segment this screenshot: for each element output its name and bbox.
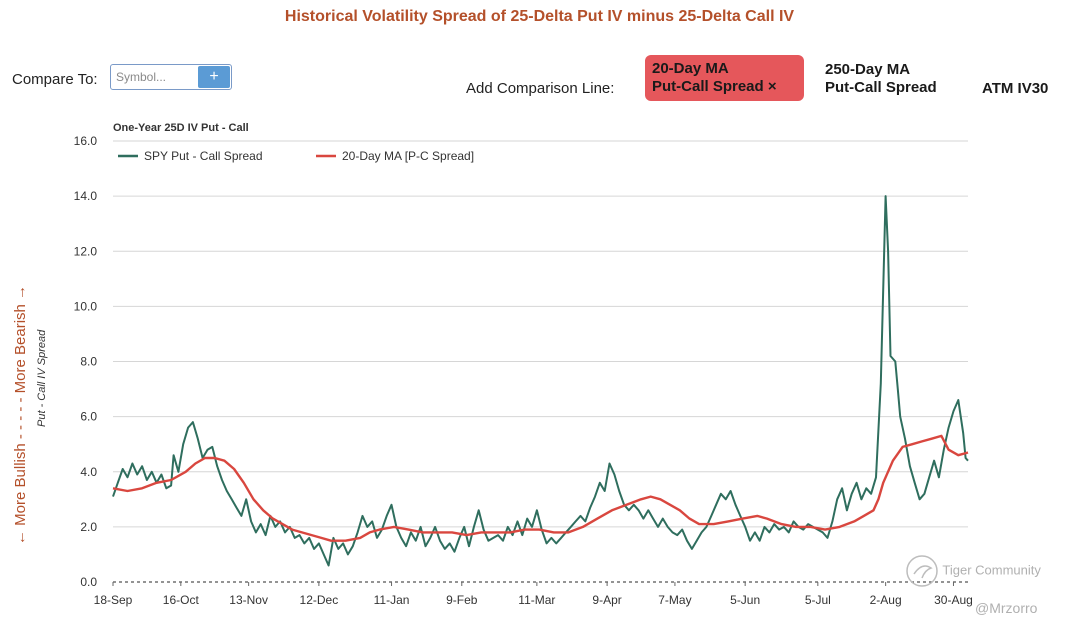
x-tick-label: 5-Jun	[730, 593, 760, 607]
y-axis-label: Put - Call IV Spread	[36, 329, 48, 427]
x-tick-label: 5-Jul	[805, 593, 831, 607]
option-250-day-ma-line2: Put-Call Spread	[825, 79, 937, 96]
x-tick-label: 16-Oct	[163, 593, 200, 607]
series-line-0	[112, 195, 969, 567]
option-250-day-ma[interactable]: 250-Day MA Put-Call Spread	[825, 61, 937, 97]
option-20-day-ma-line1: 20-Day MA	[652, 60, 729, 77]
tiger-logo-icon	[906, 555, 938, 587]
y-tick-label: 0.0	[80, 575, 97, 589]
x-tick-label: 9-Feb	[446, 593, 478, 607]
y-tick-label: 4.0	[80, 465, 97, 479]
y-tick-label: 14.0	[74, 189, 98, 203]
y-tick-label: 12.0	[74, 244, 98, 258]
watermark: Tiger Community	[905, 554, 1041, 588]
legend-entry: 20-Day MA [P-C Spread]	[342, 149, 474, 163]
close-icon[interactable]: ×	[767, 78, 777, 95]
series-line-1	[112, 434, 969, 542]
watermark-brand: Tiger Community	[942, 562, 1041, 578]
y-tick-label: 6.0	[80, 410, 97, 424]
legend-entry: SPY Put - Call Spread	[144, 149, 263, 163]
symbol-input[interactable]	[113, 67, 203, 87]
x-tick-label: 9-Apr	[592, 593, 621, 607]
y-tick-label: 8.0	[80, 355, 97, 369]
x-tick-label: 2-Aug	[870, 593, 902, 607]
option-atm-iv30-label: ATM IV30	[982, 80, 1049, 97]
page-title: Historical Volatility Spread of 25-Delta…	[284, 8, 795, 25]
option-20-day-ma-line2: Put-Call Spread	[652, 78, 764, 95]
x-tick-label: 30-Aug	[934, 593, 973, 607]
add-symbol-button[interactable]: +	[198, 66, 230, 88]
y-tick-label: 16.0	[74, 134, 98, 148]
option-250-day-ma-line1: 250-Day MA	[825, 61, 911, 78]
option-atm-iv30[interactable]: ATM IV30	[982, 80, 1048, 98]
symbol-search-box: +	[110, 64, 232, 90]
x-tick-label: 11-Mar	[518, 593, 555, 607]
x-tick-label: 11-Jan	[374, 593, 410, 607]
chart-title: One-Year 25D IV Put - Call	[113, 122, 249, 134]
y-axis-side-label: ← More Bullish - - - - - More Bearish →	[12, 284, 29, 545]
add-comparison-label: Add Comparison Line:	[466, 80, 615, 97]
compare-to-label: Compare To:	[12, 71, 98, 88]
plus-icon: +	[209, 68, 219, 85]
x-tick-label: 7-May	[658, 593, 691, 607]
option-20-day-ma[interactable]: 20-Day MA Put-Call Spread ×	[645, 55, 804, 101]
x-tick-label: 13-Nov	[229, 593, 268, 607]
y-tick-label: 10.0	[74, 299, 98, 313]
watermark-handle: @Mrzorro	[975, 600, 1038, 616]
x-tick-label: 12-Dec	[300, 593, 339, 607]
y-tick-label: 2.0	[80, 520, 97, 534]
x-tick-label: 18-Sep	[94, 593, 133, 607]
